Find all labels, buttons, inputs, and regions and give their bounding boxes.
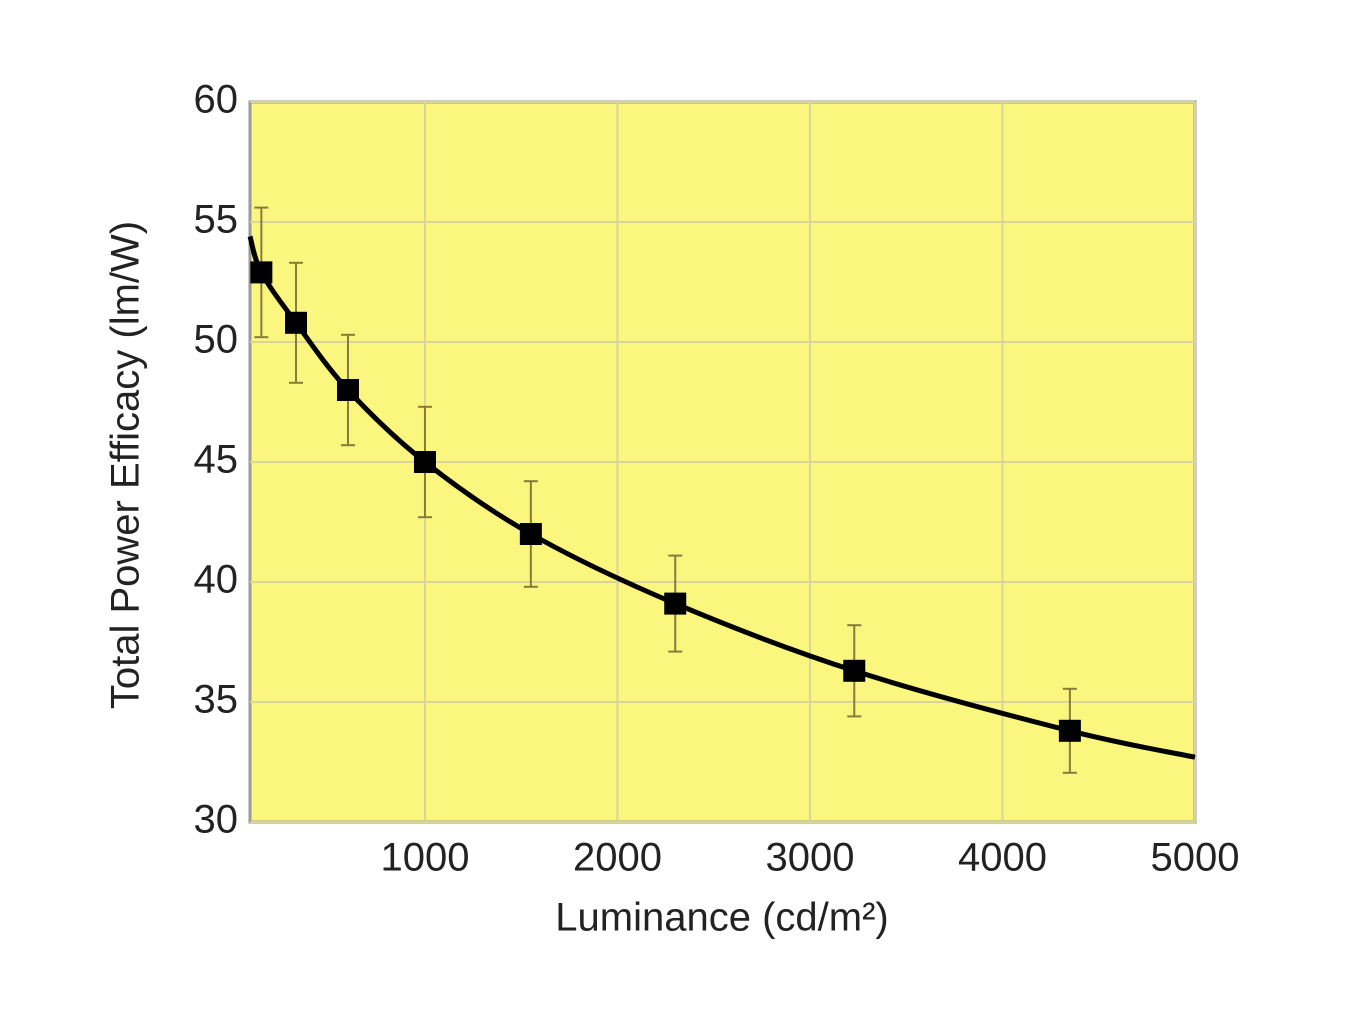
data-point	[664, 592, 687, 615]
y-tick-label: 55	[194, 198, 239, 242]
x-axis-label: Luminance (cd/m²)	[555, 896, 888, 940]
data-point	[250, 261, 273, 284]
x-tick-label: 1000	[380, 836, 469, 880]
data-point	[1058, 719, 1081, 742]
data-point	[519, 523, 542, 545]
y-tick-label: 60	[194, 78, 239, 122]
x-tick-label: 3000	[766, 836, 855, 880]
y-tick-label: 35	[194, 678, 239, 722]
data-point	[336, 379, 359, 401]
y-tick-label: 50	[194, 318, 239, 362]
data-point	[285, 311, 308, 334]
data-point	[843, 659, 866, 682]
y-tick-label: 40	[194, 558, 239, 602]
x-tick-label: 4000	[958, 836, 1047, 880]
y-tick-label: 30	[194, 798, 239, 842]
x-tick-label: 2000	[573, 836, 662, 880]
x-tick-label: 5000	[1151, 836, 1240, 880]
data-point	[413, 451, 436, 473]
y-tick-label: 45	[194, 438, 239, 482]
y-axis-label: Total Power Efficacy (lm/W)	[104, 221, 148, 709]
